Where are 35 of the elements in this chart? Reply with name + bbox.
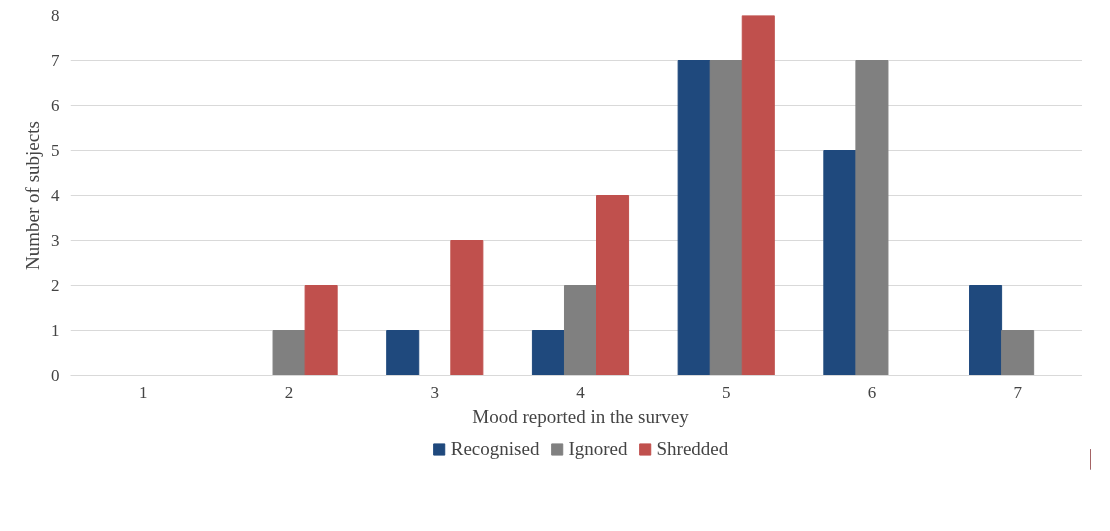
bar — [709, 60, 743, 376]
bar — [563, 285, 598, 376]
x-tick-label: 4 — [576, 382, 586, 402]
bar — [1001, 330, 1035, 376]
x-axis-title: Mood reported in the survey — [472, 405, 690, 427]
bar — [596, 195, 630, 376]
y-tick-label: 5 — [51, 141, 60, 160]
y-axis-title: Number of subjects — [22, 121, 43, 270]
bar — [450, 240, 484, 376]
y-tick-label: 3 — [51, 231, 60, 250]
x-tick-label: 1 — [139, 382, 148, 402]
bar — [531, 330, 565, 376]
bar — [855, 60, 889, 376]
legend-label: Shredded — [656, 438, 729, 460]
y-tick-label: 1 — [51, 321, 60, 340]
y-tick-label: 0 — [51, 366, 60, 385]
x-tick-label: 6 — [867, 382, 877, 402]
x-tick-label: 7 — [1013, 382, 1023, 402]
x-tick-label: 3 — [430, 382, 440, 402]
x-tick-label: 2 — [284, 382, 294, 402]
y-tick-label: 8 — [51, 6, 60, 25]
bar — [969, 285, 1003, 376]
bar — [386, 330, 420, 376]
bar — [823, 150, 857, 376]
legend-label: Ignored — [568, 438, 628, 460]
y-tick-label: 7 — [51, 51, 60, 70]
bar — [741, 15, 775, 376]
bar — [304, 285, 338, 376]
x-tick-label: 5 — [721, 382, 731, 402]
y-tick-label: 4 — [51, 186, 60, 205]
bar — [677, 60, 711, 376]
legend-label: Recognised — [450, 438, 540, 460]
y-tick-label: 2 — [51, 276, 60, 295]
y-tick-label: 6 — [51, 96, 60, 115]
bar — [272, 330, 306, 376]
